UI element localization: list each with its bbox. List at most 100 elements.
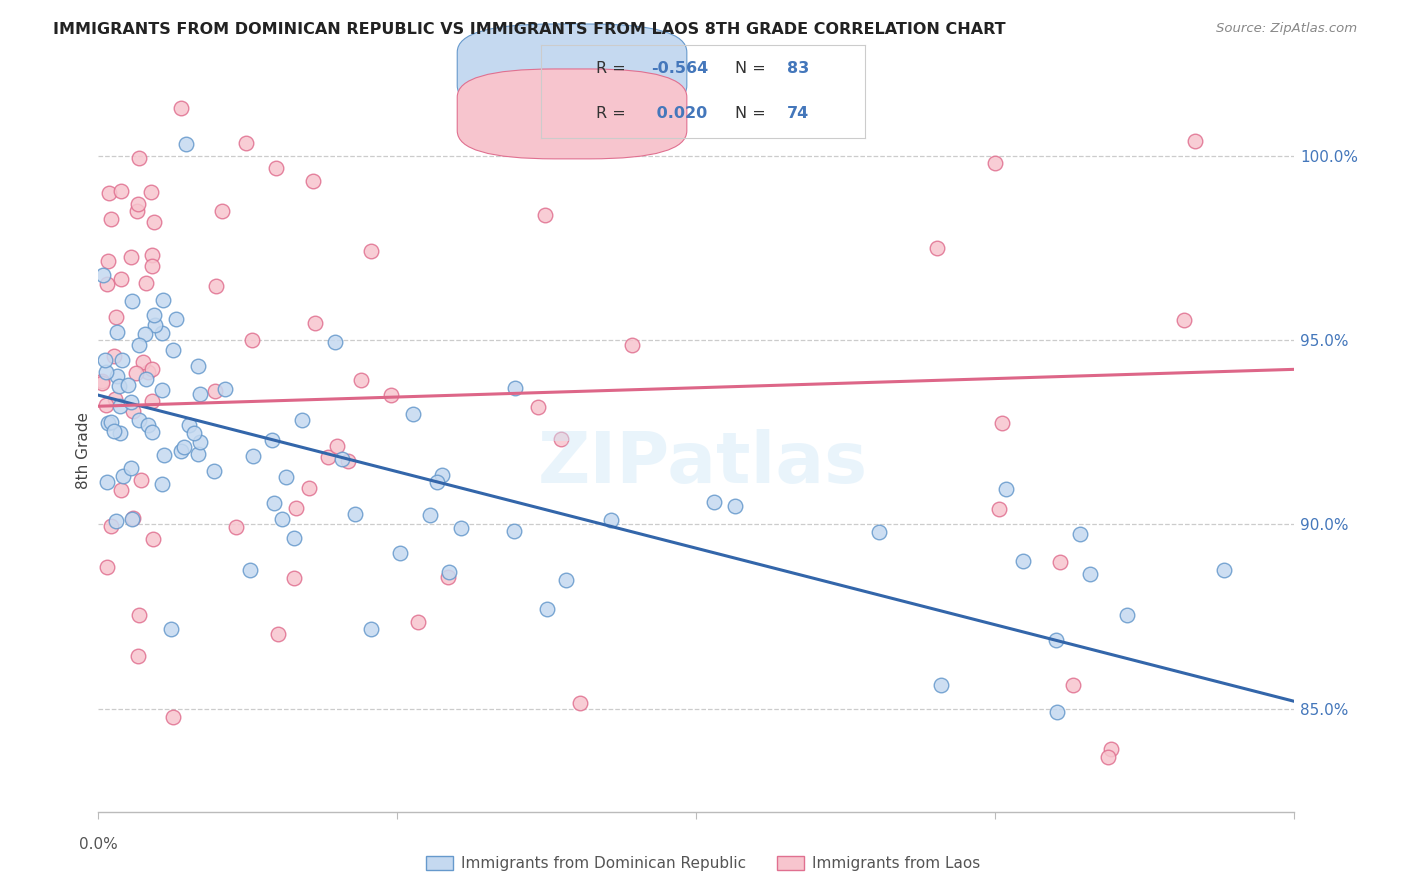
Point (323, 334, 346, 349)
Point (127, 204, 149, 219)
Point (141, 425, 163, 440)
Point (141, 394, 163, 409)
Point (111, 353, 134, 368)
Point (929, 678, 952, 692)
Point (430, 467, 453, 482)
Point (110, 271, 132, 285)
Point (503, 524, 526, 539)
Text: 74: 74 (787, 106, 810, 121)
Text: N =: N = (735, 62, 772, 77)
Point (120, 460, 142, 475)
Point (96, 398, 118, 412)
Point (110, 483, 132, 497)
Point (325, 439, 347, 453)
Point (174, 137, 197, 152)
Point (419, 508, 441, 523)
Point (1049, 556, 1071, 570)
Point (1080, 567, 1102, 582)
Point (94, 353, 117, 368)
Text: -0.564: -0.564 (651, 62, 709, 77)
Y-axis label: 8th Grade: 8th Grade (76, 412, 91, 489)
Point (104, 514, 127, 528)
Point (152, 326, 174, 340)
Point (183, 425, 205, 440)
Point (703, 495, 725, 509)
Point (360, 622, 382, 636)
Point (214, 382, 236, 396)
Point (121, 293, 143, 308)
Point (150, 477, 173, 491)
Point (263, 496, 285, 510)
Point (107, 379, 129, 393)
Point (128, 151, 150, 165)
Point (1173, 313, 1195, 327)
Text: IMMIGRANTS FROM DOMINICAN REPUBLIC VS IMMIGRANTS FROM LAOS 8TH GRADE CORRELATION: IMMIGRANTS FROM DOMINICAN REPUBLIC VS IM… (53, 22, 1007, 37)
Point (1069, 527, 1091, 541)
Point (128, 608, 150, 623)
Point (173, 440, 195, 454)
Point (536, 602, 558, 616)
Point (121, 403, 143, 417)
Point (120, 395, 142, 409)
Point (868, 525, 890, 540)
Point (141, 361, 163, 376)
Point (402, 407, 425, 421)
Text: 0.020: 0.020 (651, 106, 707, 121)
Point (283, 532, 305, 546)
Point (110, 184, 132, 198)
Point (1045, 632, 1067, 647)
Point (131, 355, 153, 369)
Point (128, 413, 150, 427)
Point (343, 508, 366, 522)
Point (136, 417, 159, 432)
Point (271, 511, 294, 525)
Legend: Immigrants from Dominican Republic, Immigrants from Laos: Immigrants from Dominican Republic, Immi… (420, 849, 986, 877)
Point (90, 376, 112, 390)
Point (406, 615, 429, 630)
Point (205, 279, 228, 293)
Point (122, 511, 145, 525)
Point (134, 326, 156, 341)
Point (97, 253, 120, 268)
Point (204, 465, 226, 479)
Point (569, 696, 592, 710)
Point (283, 571, 305, 585)
Point (152, 448, 174, 462)
Point (1097, 750, 1119, 764)
Text: Source: ZipAtlas.com: Source: ZipAtlas.com (1216, 22, 1357, 36)
Point (555, 573, 578, 587)
Point (1099, 741, 1122, 756)
Point (100, 518, 122, 533)
Point (1116, 608, 1139, 623)
Point (141, 532, 163, 546)
Text: R =: R = (596, 106, 631, 121)
Point (169, 101, 191, 115)
Point (304, 316, 326, 330)
Point (152, 293, 174, 308)
Point (165, 312, 187, 326)
Point (93, 268, 115, 283)
Point (105, 310, 128, 325)
Point (298, 481, 321, 495)
Point (121, 512, 143, 526)
Point (100, 415, 122, 429)
Point (142, 215, 165, 229)
Point (97, 416, 120, 430)
Point (1046, 705, 1069, 719)
Point (103, 349, 125, 363)
Point (260, 433, 283, 447)
Point (160, 622, 183, 636)
Point (187, 447, 209, 461)
Point (1012, 554, 1035, 568)
Point (600, 513, 623, 527)
Point (127, 648, 149, 663)
Text: ZIPatlas: ZIPatlas (538, 429, 868, 499)
Point (128, 338, 150, 352)
Point (136, 365, 159, 379)
Point (350, 373, 373, 387)
Point (450, 521, 472, 535)
Point (437, 570, 460, 584)
Point (150, 384, 173, 398)
Point (141, 259, 163, 273)
Point (503, 381, 526, 395)
